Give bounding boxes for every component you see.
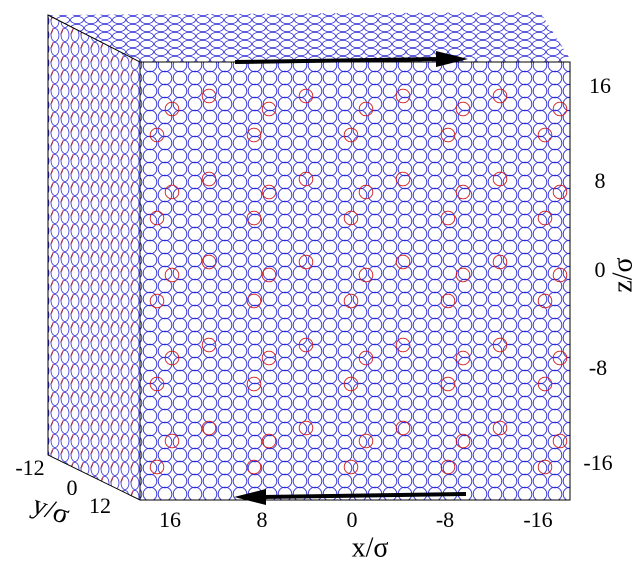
y-tick-label: 0 <box>67 475 78 500</box>
x-tick-label: 16 <box>159 507 181 532</box>
front-face-red <box>140 62 570 500</box>
x-tick-label: -16 <box>523 507 552 532</box>
x-tick-label: 8 <box>257 507 268 532</box>
x-tick-label: -8 <box>436 507 454 532</box>
top-face <box>48 12 572 62</box>
z-tick-label: 16 <box>589 73 611 98</box>
shear-arrow-bottom <box>234 489 467 505</box>
side-face <box>47 14 141 501</box>
x-tick-label: 0 <box>347 507 358 532</box>
z-tick-label: -16 <box>583 450 612 475</box>
y-tick-label: 12 <box>89 493 111 518</box>
z-axis-label: z/σ <box>607 257 637 292</box>
shear-arrow-top <box>234 51 468 67</box>
z-tick-label: 8 <box>595 168 606 193</box>
y-tick-label: -12 <box>15 455 44 480</box>
z-tick-label: -8 <box>589 355 607 380</box>
z-tick-label: 0 <box>595 257 606 282</box>
x-axis-label: x/σ <box>352 532 389 563</box>
